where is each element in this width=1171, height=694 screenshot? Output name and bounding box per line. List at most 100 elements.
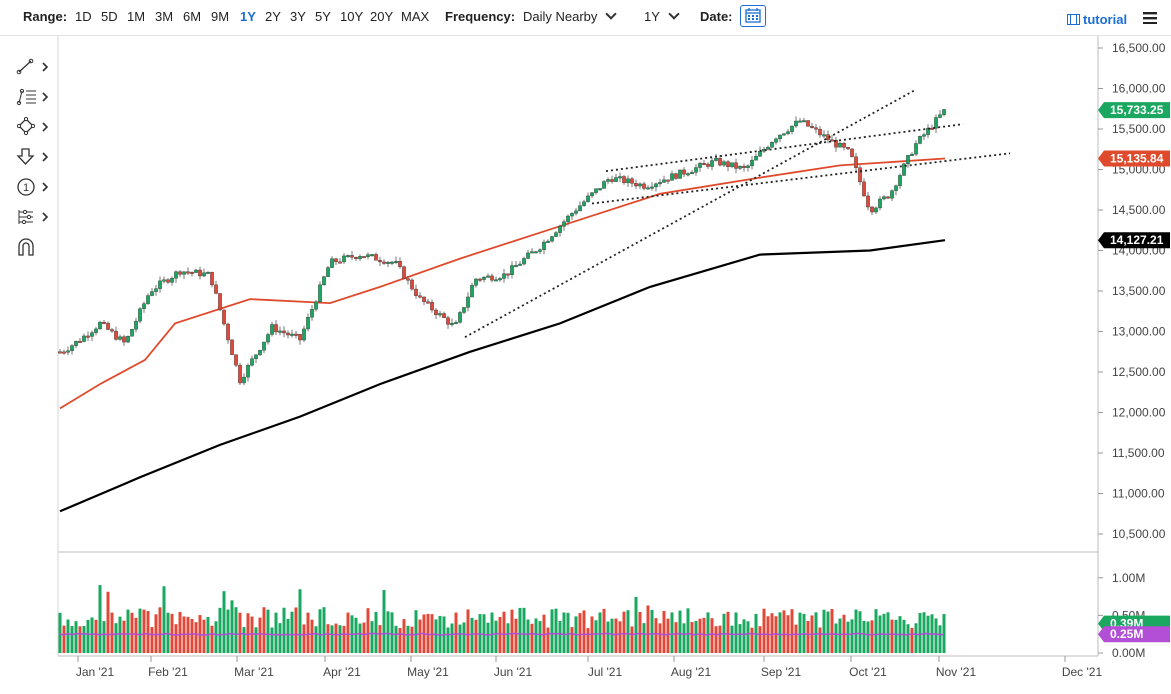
range-3y-button[interactable]: 3Y <box>290 9 306 24</box>
candle-body <box>250 358 254 366</box>
volume-bar <box>150 627 154 653</box>
volume-bar <box>794 624 798 653</box>
volume-bar <box>90 617 94 653</box>
volume-bar <box>678 610 682 653</box>
volume-bar <box>466 609 470 653</box>
candle-body <box>934 117 938 129</box>
volume-bar <box>558 621 562 653</box>
volume-bar <box>622 611 626 653</box>
range-1d-button[interactable]: 1D <box>75 9 92 24</box>
fib-tool-button[interactable] <box>16 87 52 107</box>
volume-bar <box>254 627 258 653</box>
volume-bar <box>218 607 222 653</box>
candle-body <box>922 134 926 137</box>
volume-bar <box>134 617 138 653</box>
candle-body <box>254 354 258 359</box>
candle-body <box>70 345 74 351</box>
volume-bar <box>110 612 114 653</box>
candle-body <box>618 176 622 179</box>
candle-body <box>902 163 906 176</box>
volume-bar <box>502 611 506 653</box>
candle-body <box>598 188 602 191</box>
volume-bar <box>538 621 542 653</box>
volume-bar <box>86 619 90 653</box>
candle-body <box>782 133 786 136</box>
range-1m-button[interactable]: 1M <box>127 9 146 24</box>
candle-body <box>422 296 426 302</box>
hamburger-menu-icon[interactable] <box>1143 12 1157 24</box>
volume-bar <box>334 623 338 653</box>
candle-body <box>586 195 590 202</box>
candle-body <box>290 333 294 336</box>
volume-bar <box>594 620 598 653</box>
candle-body <box>322 276 326 285</box>
volume-bar <box>406 625 410 653</box>
volume-bar <box>778 612 782 653</box>
candle-body <box>578 205 582 212</box>
magnet-button[interactable] <box>16 237 52 257</box>
y-tick-label: 12,500.00 <box>1112 365 1166 379</box>
candle-body <box>234 354 238 366</box>
volume-bar <box>774 616 778 653</box>
volume-average-line <box>59 632 945 636</box>
candle-body <box>146 295 150 304</box>
volume-bar <box>290 611 294 653</box>
arrow-tool-button[interactable] <box>16 147 52 167</box>
volume-bar <box>366 608 370 653</box>
y-tick-label: 11,000.00 <box>1112 487 1165 501</box>
candle-body <box>62 351 66 354</box>
volume-bar <box>258 617 262 653</box>
candle-body <box>198 269 202 277</box>
volume-bar <box>894 619 898 653</box>
range-5d-button[interactable]: 5D <box>101 9 118 24</box>
line-tool-button[interactable] <box>16 57 52 77</box>
range-2y-button[interactable]: 2Y <box>265 9 281 24</box>
candle-body <box>318 284 322 303</box>
volume-bar <box>730 625 734 653</box>
range-max-button[interactable]: MAX <box>401 9 430 24</box>
candle-body <box>694 167 698 173</box>
candle-body <box>450 322 454 325</box>
range-5y-button[interactable]: 5Y <box>315 9 331 24</box>
volume-bar <box>382 590 386 653</box>
volume-bar <box>686 608 690 653</box>
candle-body <box>798 120 802 123</box>
candle-body <box>858 167 862 183</box>
tutorial-link[interactable]: tutorial <box>1083 12 1128 27</box>
period-value: 1Y <box>644 9 660 24</box>
volume-bar <box>262 607 266 653</box>
volume-bar <box>530 623 534 653</box>
range-3m-button[interactable]: 3M <box>155 9 174 24</box>
period-select[interactable]: 1Y <box>644 8 680 25</box>
calendar-button[interactable] <box>740 5 766 27</box>
annotation-tool-button[interactable]: 1 <box>16 177 52 197</box>
range-20y-button[interactable]: 20Y <box>370 9 394 24</box>
candle-body <box>786 131 790 134</box>
shape-tool-button[interactable] <box>16 116 52 137</box>
volume-bar <box>190 618 194 653</box>
volume-bar <box>286 618 290 653</box>
candle-body <box>486 275 490 278</box>
volume-bar <box>174 624 178 653</box>
range-1y-button[interactable]: 1Y <box>240 9 256 24</box>
candle-body <box>474 278 478 286</box>
volume-bar <box>362 622 366 653</box>
candle-body <box>142 303 146 309</box>
candle-body <box>718 158 722 166</box>
candle-body <box>778 134 782 140</box>
candle-body <box>134 320 138 330</box>
volume-bar <box>394 625 398 653</box>
range-10y-button[interactable]: 10Y <box>340 9 364 24</box>
frequency-select[interactable]: Daily Nearby <box>523 8 618 25</box>
y-tick-label: 12,000.00 <box>1112 406 1166 420</box>
price-chart[interactable]: 10,500.00 11,000.00 11,500.00 12,000.00 12,5… <box>0 36 1171 694</box>
candle-body <box>690 172 694 175</box>
candle-body <box>314 301 318 310</box>
y-tick-label: 11,500.00 <box>1112 446 1165 460</box>
range-6m-button[interactable]: 6M <box>183 9 202 24</box>
candle-body <box>494 279 498 282</box>
pattern-tool-button[interactable] <box>16 207 52 227</box>
candle-body <box>674 173 678 179</box>
volume-bar <box>98 585 102 653</box>
range-9m-button[interactable]: 9M <box>211 9 230 24</box>
